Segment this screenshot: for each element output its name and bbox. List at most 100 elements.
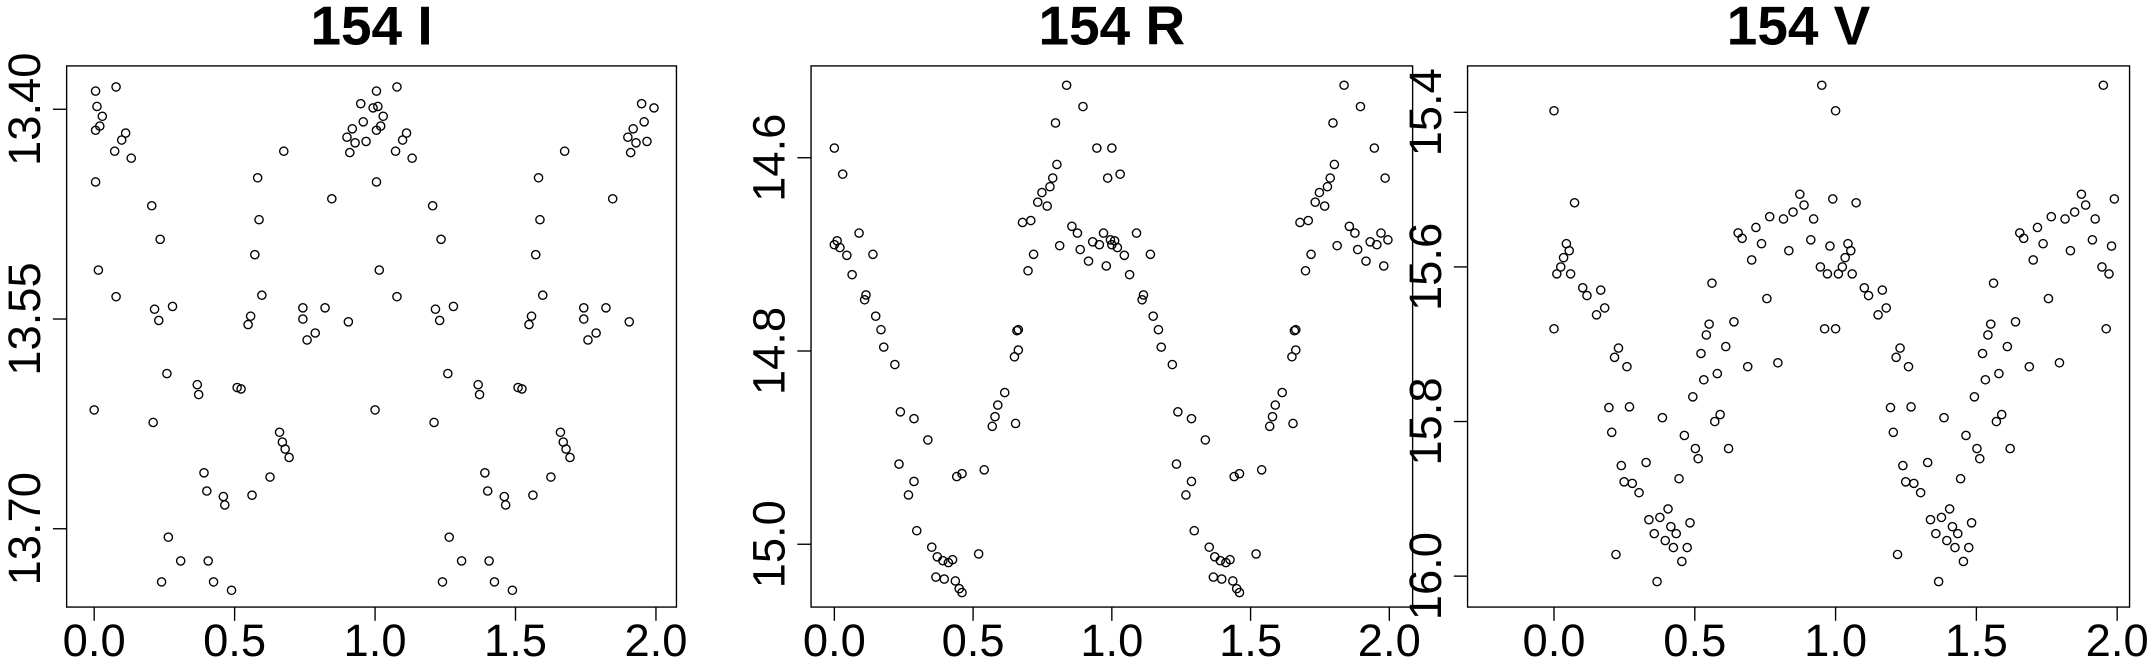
x-tick-label: 1.5 — [1219, 615, 1282, 662]
point — [429, 417, 439, 428]
point — [1372, 239, 1382, 250]
point — [1591, 310, 1602, 320]
point — [1825, 241, 1835, 251]
point — [2038, 238, 2048, 249]
point — [1228, 576, 1238, 586]
point — [1047, 173, 1058, 183]
point — [1595, 285, 1606, 295]
point — [1845, 245, 1856, 256]
point — [1891, 352, 1901, 363]
point — [957, 468, 967, 479]
point — [2087, 235, 2098, 245]
point — [895, 407, 906, 417]
point — [1685, 517, 1695, 528]
point — [193, 389, 204, 400]
point — [2109, 194, 2120, 204]
point — [1288, 418, 1298, 429]
point — [437, 577, 448, 587]
point — [1609, 352, 1620, 363]
point — [1332, 240, 1342, 251]
point — [456, 556, 467, 566]
point — [555, 427, 566, 438]
point — [1329, 159, 1340, 170]
point — [1549, 105, 1559, 116]
point — [1906, 402, 1916, 412]
point — [1663, 504, 1673, 514]
point — [347, 124, 358, 134]
point — [1042, 201, 1052, 211]
point — [1737, 233, 1747, 244]
point — [1131, 228, 1142, 238]
point — [1994, 368, 2004, 379]
point — [1225, 554, 1235, 565]
point — [1751, 222, 1761, 233]
point — [1877, 285, 1888, 295]
point — [1950, 542, 1960, 553]
x-tick-label: 1.0 — [1804, 615, 1867, 662]
point — [1328, 118, 1338, 128]
point — [1322, 181, 1333, 192]
point — [2005, 443, 2015, 454]
point — [642, 136, 652, 147]
point — [1972, 443, 1982, 454]
point — [344, 147, 355, 158]
point — [1898, 460, 1908, 471]
point — [1988, 278, 1999, 288]
plot-frame — [65, 65, 678, 608]
plot-frame — [810, 65, 1414, 608]
point — [1256, 465, 1267, 475]
point — [111, 82, 121, 92]
point — [2032, 222, 2043, 233]
point — [1795, 189, 1805, 200]
point — [1054, 240, 1065, 251]
point — [1378, 261, 1389, 271]
point — [342, 132, 352, 143]
point — [1061, 80, 1072, 91]
point — [973, 549, 984, 559]
point — [1991, 416, 2002, 427]
point — [1840, 252, 1850, 263]
point — [1805, 235, 1816, 245]
y-tick-label: 15.8 — [1400, 377, 1451, 465]
y-tick-label: 13.70 — [0, 472, 50, 585]
point — [1819, 323, 1830, 334]
point — [835, 242, 845, 253]
point — [1072, 228, 1083, 238]
point — [1679, 430, 1690, 441]
point — [284, 452, 294, 463]
point — [1762, 293, 1772, 304]
point — [368, 103, 378, 113]
point — [298, 303, 308, 313]
point — [1277, 387, 1288, 398]
point — [245, 311, 256, 322]
point — [1963, 542, 1974, 553]
point — [1013, 345, 1024, 355]
point — [1764, 211, 1775, 222]
y-tick-label: 15.6 — [1400, 223, 1451, 311]
point — [1704, 319, 1714, 329]
point — [1306, 249, 1316, 260]
point — [1352, 244, 1363, 255]
point — [1564, 245, 1575, 256]
point — [1310, 197, 1321, 207]
point — [1729, 316, 1739, 327]
point — [1215, 555, 1226, 566]
point — [1189, 525, 1200, 536]
point — [444, 532, 455, 542]
point — [1300, 265, 1311, 276]
point — [326, 193, 337, 204]
point — [1977, 348, 1988, 359]
point — [624, 317, 635, 327]
point — [1649, 528, 1660, 539]
point — [1644, 514, 1654, 525]
point — [1788, 207, 1798, 217]
point — [1173, 407, 1183, 417]
point — [1815, 262, 1826, 272]
chart-title: 154 I — [310, 0, 432, 57]
point — [931, 572, 941, 582]
point — [565, 452, 575, 463]
point — [1138, 290, 1149, 300]
point — [1606, 427, 1617, 438]
point — [1023, 265, 1033, 276]
point — [1200, 435, 1211, 445]
